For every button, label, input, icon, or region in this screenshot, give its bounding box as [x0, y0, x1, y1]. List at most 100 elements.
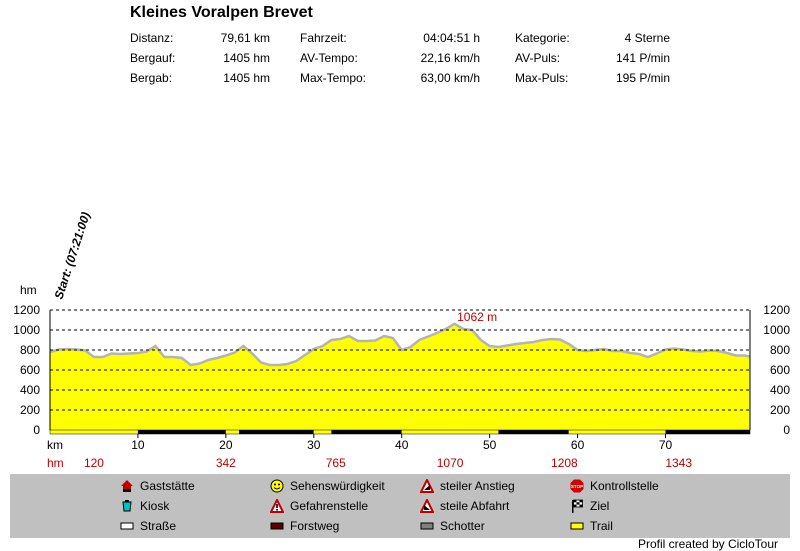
stat-value-bergauf: 1405 hm [223, 51, 270, 65]
stat-label-fahrzeit: Fahrzeit: [300, 31, 347, 45]
climb-value: 1343 [665, 456, 692, 470]
legend-item-kontrollstelle: STOP Kontrollstelle [570, 479, 659, 493]
surface-band [665, 430, 750, 434]
legend-label: steiler Anstieg [440, 479, 515, 493]
svg-text:STOP: STOP [571, 484, 583, 489]
legend-item-ziel: Ziel [570, 499, 609, 513]
stat-value-kategorie: 4 Sterne [624, 31, 670, 45]
climb-value: 342 [216, 456, 236, 470]
footer-credit: Profil created by CicloTour [637, 537, 778, 551]
x-tick-label: 60 [571, 438, 585, 452]
legend-label: Gefahrenstelle [290, 499, 369, 513]
y-tick-label-right: 400 [770, 383, 790, 397]
stat-value-fahrzeit: 04:04:51 h [423, 31, 480, 45]
profile-line [49, 322, 751, 367]
stat-label-max-puls: Max-Puls: [515, 71, 569, 85]
y-tick-label-left: 1200 [13, 303, 40, 317]
profile-area [50, 323, 750, 430]
legend-label: Kiosk [140, 499, 170, 513]
x-tick-label: 30 [307, 438, 321, 452]
climb-value: 1070 [437, 456, 464, 470]
stat-value-max-puls: 195 P/min [615, 71, 670, 85]
stat-value-distanz: 79,61 km [220, 31, 270, 45]
stat-label-av-tempo: AV-Tempo: [300, 51, 358, 65]
house-icon [120, 479, 134, 493]
steep-descent-icon [419, 497, 435, 513]
legend-item-gaststaette: Gaststätte [120, 479, 195, 493]
y-tick-label-right: 0 [783, 423, 790, 437]
trail-swatch-icon [570, 519, 584, 533]
legend-label: Ziel [590, 499, 610, 513]
legend-item-steiler-anstieg: steiler Anstieg [419, 477, 515, 493]
y-tick-label-left: 200 [20, 403, 40, 417]
surface-band [498, 430, 569, 434]
y-tick-label-left: 1000 [13, 323, 40, 337]
surface-bands [49, 429, 751, 435]
surface-band [313, 430, 332, 434]
elevation-profile-chart: 0 0 200 200 400 400 600 600 800 800 1000 1000 1200 12… [13, 210, 790, 470]
stat-label-kategorie: Kategorie: [515, 31, 570, 45]
stop-icon: STOP [570, 479, 584, 493]
legend-item-kiosk: Kiosk [120, 499, 169, 513]
legend-label: Forstweg [290, 519, 340, 533]
legend-label: Sehenswürdigkeit [290, 479, 385, 493]
y-tick-label-left: 400 [20, 383, 40, 397]
y-tick-label-right: 200 [770, 403, 790, 417]
surface-band-frame [49, 429, 751, 435]
axes [49, 310, 751, 438]
x-tick-label: 20 [219, 438, 233, 452]
x-axis-label: km [47, 438, 63, 452]
surface-band [401, 430, 499, 434]
legend-label: steile Abfahrt [440, 499, 510, 513]
legend-item-gefahrenstelle: Gefahrenstelle [269, 497, 369, 513]
legend-label: Trail [590, 519, 613, 533]
warning-icon [269, 497, 285, 513]
forest-road-swatch-icon [270, 519, 284, 533]
steep-climb-icon [419, 477, 435, 493]
legend-item-schotter: Schotter [420, 519, 485, 533]
y-tick-label-right: 600 [770, 363, 790, 377]
legend-item-strasse: Straße [120, 519, 176, 533]
stat-value-av-puls: 141 P/min [615, 51, 670, 65]
legend-item-forstweg: Forstweg [270, 519, 339, 533]
y-tick-label-right: 800 [770, 343, 790, 357]
max-elevation-label: 1062 m [457, 310, 497, 324]
surface-band [137, 430, 226, 434]
x-tick-label: 50 [483, 438, 497, 452]
surface-band [239, 430, 314, 434]
cup-icon [120, 499, 134, 513]
finish-flag-icon [570, 499, 584, 513]
x-tick-label: 70 [659, 438, 673, 452]
surface-band [568, 430, 666, 434]
legend-label: Straße [140, 519, 177, 533]
road-swatch-icon [120, 519, 134, 533]
stat-value-av-tempo: 22,16 km/h [420, 51, 480, 65]
y-tick-label-right: 1200 [763, 303, 790, 317]
y-tick-label-left: 600 [20, 363, 40, 377]
legend-label: Kontrollstelle [590, 479, 659, 493]
legend-item-steile-abfahrt: steile Abfahrt [419, 497, 510, 513]
legend-item-trail: Trail [570, 519, 613, 533]
gridlines [50, 309, 750, 411]
stat-value-bergab: 1405 hm [223, 71, 270, 85]
legend-panel: Gaststätte Kiosk Straße Sehenswürdigkeit… [10, 474, 790, 538]
legend-label: Gaststätte [140, 479, 195, 493]
stat-label-distanz: Distanz: [130, 31, 174, 45]
surface-band [50, 430, 138, 434]
start-label: Start: (07:21:00) [52, 210, 93, 301]
climb-value: 765 [326, 456, 346, 470]
surface-band [225, 430, 240, 434]
legend-label: Schotter [440, 519, 485, 533]
y-tick-label-left: 0 [33, 423, 40, 437]
gravel-swatch-icon [420, 519, 434, 533]
y-axis-label: hm [20, 283, 37, 297]
climb-value: 1208 [551, 456, 578, 470]
stat-value-max-tempo: 63,00 km/h [420, 71, 480, 85]
legend-item-sehenswuerdigkeit: Sehenswürdigkeit [270, 479, 385, 493]
profile-area-layer [49, 322, 751, 430]
stat-label-bergab: Bergab: [130, 71, 173, 85]
smiley-icon [270, 479, 284, 493]
stat-label-max-tempo: Max-Tempo: [300, 71, 367, 85]
surface-band [331, 430, 402, 434]
y-tick-label-right: 1000 [763, 323, 790, 337]
